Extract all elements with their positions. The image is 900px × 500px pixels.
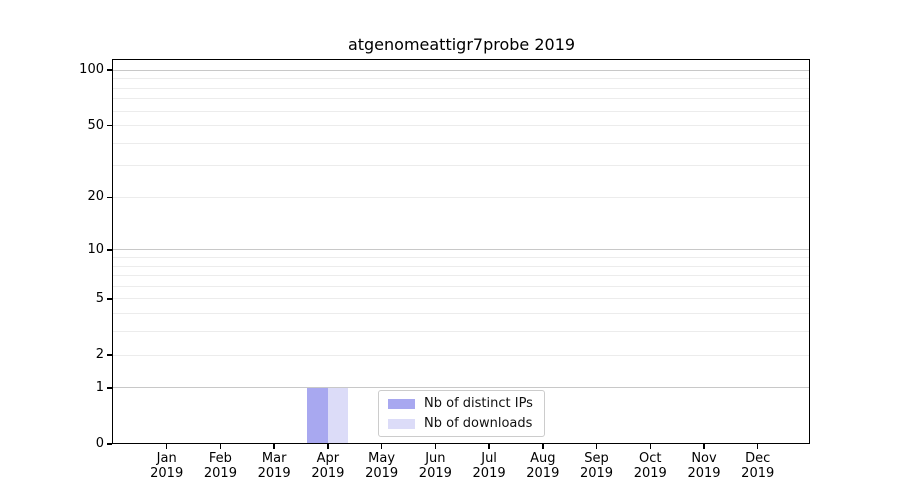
x-tick-label-jan: Jan 2019	[137, 451, 197, 481]
gridline-minor	[113, 98, 809, 100]
gridline-minor	[113, 285, 809, 287]
x-tick-year: 2019	[150, 466, 184, 481]
x-tick-month: Sep	[584, 451, 609, 466]
x-tick-mark	[756, 444, 759, 449]
x-tick-year: 2019	[472, 466, 506, 481]
y-tick-label: 20	[87, 189, 104, 205]
x-tick-label-feb: Feb 2019	[190, 451, 250, 481]
x-tick-label-mar: Mar 2019	[244, 451, 304, 481]
x-tick-mark	[327, 444, 329, 449]
gridline-minor	[113, 196, 809, 198]
x-tick-month: Aug	[530, 451, 556, 466]
gridline-major	[113, 69, 809, 71]
y-tick-label: 100	[79, 62, 104, 78]
y-tick-mark	[107, 298, 112, 300]
x-tick-year: 2019	[418, 466, 452, 481]
x-tick-year: 2019	[579, 466, 614, 481]
bar-downloads	[327, 387, 349, 444]
gridline-major	[113, 249, 809, 251]
legend: Nb of distinct IPs Nb of downloads	[378, 390, 545, 437]
x-tick-year: 2019	[257, 466, 291, 481]
y-tick-mark	[107, 354, 112, 356]
gridline-minor	[113, 354, 809, 356]
legend-swatch-icon	[388, 398, 415, 409]
gridline-minor	[113, 265, 809, 267]
x-tick-label-sep: Sep 2019	[567, 451, 627, 481]
x-tick-mark	[165, 444, 168, 449]
x-tick-year: 2019	[526, 466, 560, 481]
gridline-minor	[113, 275, 809, 277]
y-tick-mark	[107, 249, 112, 251]
gridline-minor	[113, 165, 809, 167]
x-tick-mark	[542, 444, 544, 449]
x-tick-label-jun: Jun 2019	[405, 451, 465, 481]
y-tick-label: 1	[95, 379, 104, 395]
x-tick-month: Mar	[261, 451, 287, 466]
legend-row: Nb of distinct IPs	[388, 397, 535, 410]
y-tick-label: 5	[95, 290, 104, 306]
x-tick-month: Jul	[481, 451, 497, 466]
x-tick-mark	[649, 444, 652, 449]
x-tick-year: 2019	[365, 466, 399, 481]
legend-swatch-icon	[388, 418, 415, 429]
x-tick-month: Oct	[639, 451, 662, 466]
y-tick-mark	[107, 443, 112, 445]
x-tick-label-oct: Oct 2019	[620, 451, 680, 481]
x-tick-mark	[595, 444, 598, 449]
x-tick-month: Dec	[745, 451, 771, 466]
x-tick-year: 2019	[741, 466, 775, 481]
x-tick-year: 2019	[311, 466, 345, 481]
legend-label: Nb of downloads	[424, 416, 533, 431]
x-tick-label-apr: Apr 2019	[298, 451, 358, 481]
x-tick-mark	[488, 444, 490, 449]
gridline-minor	[113, 110, 809, 112]
gridline-minor	[113, 142, 809, 144]
x-tick-mark	[434, 444, 437, 449]
x-tick-year: 2019	[687, 466, 721, 481]
bar-distinct-ips	[307, 387, 328, 444]
x-tick-month: Jan	[156, 451, 177, 466]
x-tick-label-may: May 2019	[352, 451, 412, 481]
x-tick-year: 2019	[203, 466, 237, 481]
chart-title: atgenomeattigr7probe 2019	[347, 35, 576, 54]
gridline-minor	[113, 298, 809, 300]
x-tick-month: Nov	[691, 451, 717, 466]
plot-area-border	[112, 59, 810, 444]
gridline-minor	[113, 87, 809, 89]
gridline-minor	[113, 331, 809, 333]
gridline-major	[113, 387, 809, 389]
gridline-minor	[113, 313, 809, 315]
y-tick-label: 2	[95, 347, 104, 363]
y-tick-mark	[107, 124, 112, 127]
gridline-minor	[113, 257, 809, 258]
gridline-minor	[113, 78, 809, 80]
x-tick-month: Feb	[208, 451, 232, 466]
x-tick-label-jul: Jul 2019	[459, 451, 519, 481]
x-tick-mark	[703, 444, 705, 449]
x-tick-mark	[273, 444, 275, 449]
x-tick-label-dec: Dec 2019	[728, 451, 788, 481]
y-tick-label: 50	[87, 117, 104, 133]
x-tick-month: May	[368, 451, 396, 466]
x-tick-label-nov: Nov 2019	[674, 451, 734, 481]
x-tick-mark	[219, 444, 222, 449]
x-tick-month: Jun	[425, 451, 446, 466]
y-tick-label: 0	[95, 436, 104, 451]
y-tick-label: 10	[87, 241, 104, 257]
x-tick-year: 2019	[633, 466, 667, 481]
legend-row: Nb of downloads	[388, 417, 535, 430]
x-tick-label-aug: Aug 2019	[513, 451, 573, 481]
y-tick-mark	[107, 387, 112, 389]
legend-label: Nb of distinct IPs	[424, 396, 533, 411]
x-tick-month: Apr	[316, 451, 340, 466]
gridline-minor	[113, 125, 809, 127]
y-tick-mark	[107, 69, 112, 71]
x-tick-mark	[380, 444, 383, 449]
y-tick-mark	[107, 196, 112, 199]
